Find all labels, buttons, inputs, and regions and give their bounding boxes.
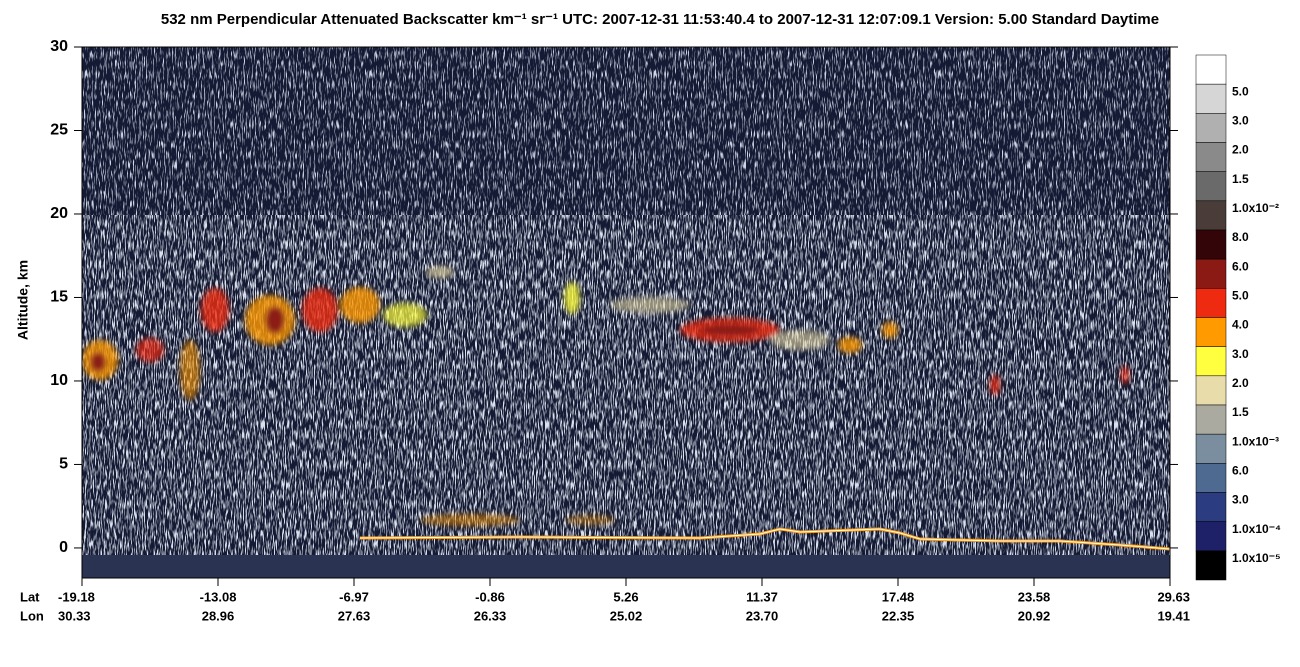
lat-tick-label: 23.58 xyxy=(1018,589,1051,604)
subsurface xyxy=(82,555,1170,578)
colorbar-swatch xyxy=(1195,492,1227,522)
colorbar-swatch xyxy=(1195,142,1227,172)
colorbar-label: 1.5 xyxy=(1232,405,1249,419)
colorbar-label: 3.0 xyxy=(1232,114,1249,128)
lon-tick-label: 30.33 xyxy=(58,608,91,623)
colorbar-swatch xyxy=(1195,229,1227,260)
surface-return xyxy=(359,528,1170,550)
lon-tick-label: 27.63 xyxy=(338,608,371,623)
backscatter-image xyxy=(82,47,1170,578)
colorbar-label: 3.0 xyxy=(1232,347,1249,361)
colorbar-label: 5.0 xyxy=(1232,84,1249,98)
lon-tick-label: 26.33 xyxy=(474,608,507,623)
y-tick-label: 15 xyxy=(50,289,68,306)
lon-tick-label: 25.02 xyxy=(610,608,643,623)
y-tick-label: 5 xyxy=(59,456,68,473)
chart-title: 532 nm Perpendicular Attenuated Backscat… xyxy=(161,11,1159,28)
colorbar-label: 2.0 xyxy=(1232,376,1249,390)
colorbar-swatch xyxy=(1195,171,1227,202)
lat-tick-label: -6.97 xyxy=(339,589,369,604)
colorbar-swatch xyxy=(1195,433,1227,464)
y-tick-label: 0 xyxy=(59,539,68,556)
colorbar-label: 6.0 xyxy=(1232,259,1249,273)
colorbar-label: 5.0 xyxy=(1232,289,1249,303)
colorbar-swatch xyxy=(1195,83,1227,114)
colorbar-label: 1.0x10⁻² xyxy=(1232,201,1279,215)
colorbar-swatch xyxy=(1195,317,1227,347)
colorbar-label: 1.5 xyxy=(1232,172,1249,186)
y-tick-label: 10 xyxy=(50,372,68,389)
colorbar-label: 4.0 xyxy=(1232,318,1249,332)
colorbar-swatch xyxy=(1195,375,1227,406)
lat-tick-label: -13.08 xyxy=(200,589,237,604)
colorbar-swatch xyxy=(1195,258,1227,289)
colorbar-label: 8.0 xyxy=(1232,230,1249,244)
colorbar-swatch xyxy=(1195,463,1227,493)
colorbar-label: 6.0 xyxy=(1232,464,1249,478)
y-axis-label: Altitude, km xyxy=(15,260,31,340)
colorbar-swatch xyxy=(1195,550,1227,581)
lat-tick-label: 29.63 xyxy=(1157,589,1190,604)
lat-tick-label: 17.48 xyxy=(882,589,915,604)
lon-tick-label: 22.35 xyxy=(882,608,915,623)
y-tick-label: 20 xyxy=(50,205,68,222)
colorbar-swatch xyxy=(1195,346,1227,377)
y-tick-label: 25 xyxy=(50,122,68,139)
colorbar-swatch xyxy=(1195,54,1227,85)
colorbar-swatch xyxy=(1195,404,1227,435)
lon-tick-label: 19.41 xyxy=(1157,608,1190,623)
colorbar-swatch xyxy=(1195,200,1227,231)
colorbar-label: 2.0 xyxy=(1232,143,1249,157)
cloud-features xyxy=(82,266,1129,526)
colorbar-label: 1.0x10⁻⁵ xyxy=(1232,551,1281,565)
y-tick-label: 30 xyxy=(50,38,68,55)
colorbar-label: 3.0 xyxy=(1232,493,1249,507)
lon-tick-label: 20.92 xyxy=(1018,608,1051,623)
colorbar-label: 1.0x10⁻⁴ xyxy=(1232,522,1281,536)
lat-tick-label: -0.86 xyxy=(475,589,505,604)
lat-tick-label: -19.18 xyxy=(58,589,95,604)
x-row-label: Lat xyxy=(20,589,40,604)
x-row-label: Lon xyxy=(20,608,44,623)
lat-tick-label: 5.26 xyxy=(613,589,638,604)
colorbar-label: 1.0x10⁻³ xyxy=(1232,434,1279,448)
lat-tick-label: 11.37 xyxy=(746,589,778,604)
lon-tick-label: 23.70 xyxy=(746,608,779,623)
colorbar-swatch xyxy=(1195,521,1227,552)
colorbar-swatch xyxy=(1195,288,1227,318)
colorbar-swatch xyxy=(1195,113,1227,143)
noise-texture xyxy=(82,215,1170,555)
noise-texture xyxy=(82,47,1170,215)
lon-tick-label: 28.96 xyxy=(202,608,235,623)
